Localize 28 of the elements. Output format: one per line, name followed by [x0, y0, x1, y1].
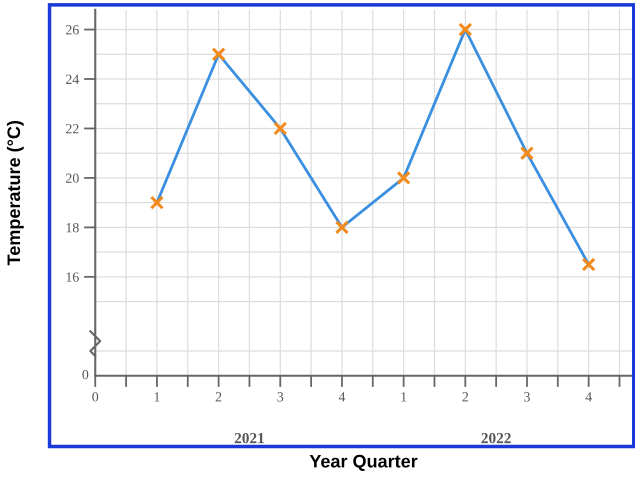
- x-tick-label: 2: [462, 392, 468, 402]
- x-tick-label: 3: [277, 392, 284, 402]
- y-tick-label: 22: [66, 124, 79, 134]
- point: [458, 22, 472, 37]
- x-tick-label: 1: [154, 392, 160, 402]
- text: 0: [82, 370, 88, 380]
- point: [582, 257, 596, 272]
- x-tick-label: 4: [338, 392, 346, 402]
- x-axis-title: Year Quarter: [310, 454, 418, 471]
- text: 2021: [234, 432, 264, 444]
- y-tick-label: 26: [66, 25, 79, 34]
- point: [520, 146, 534, 160]
- y-tick-label: 16: [66, 272, 79, 282]
- point: [212, 47, 226, 62]
- point: [334, 220, 350, 234]
- x-tick-label: 0: [92, 392, 98, 402]
- x-tick-label: 2: [216, 392, 222, 402]
- y-tick-label: 24: [66, 74, 80, 84]
- text: 2022: [482, 432, 511, 444]
- x-tick-label: 4: [585, 392, 592, 402]
- point: [396, 170, 411, 186]
- x-tick-label: 3: [524, 392, 530, 402]
- y-axis-title: Temperature (°C): [6, 120, 24, 266]
- point: [273, 121, 288, 136]
- x-tick-label: 1: [401, 392, 406, 402]
- y-tick-label: 20: [66, 174, 79, 183]
- y-tick-label: 18: [66, 222, 79, 232]
- point: [150, 196, 164, 210]
